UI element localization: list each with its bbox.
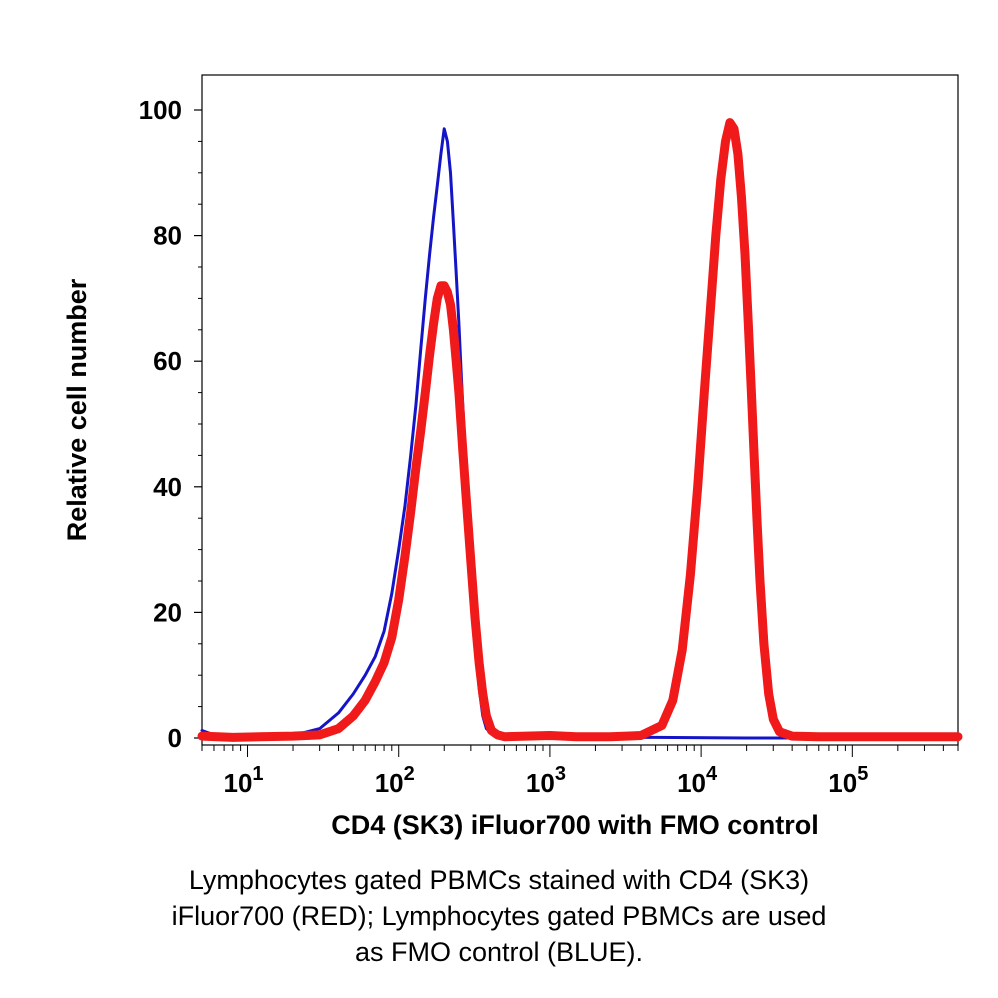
y-tick-label: 60: [153, 346, 182, 376]
x-tick-exponent: 4: [706, 763, 718, 785]
x-tick-exponent: 1: [252, 763, 263, 785]
x-tick-label: 105: [828, 763, 868, 798]
caption-line: Lymphocytes gated PBMCs stained with CD4…: [188, 865, 810, 895]
x-tick-base: 10: [223, 768, 252, 798]
y-tick-label: 0: [168, 723, 182, 753]
x-tick-label: 102: [375, 763, 415, 798]
x-tick-base: 10: [677, 768, 706, 798]
y-axis-label: Relative cell number: [62, 278, 92, 541]
caption-line: as FMO control (BLUE).: [354, 937, 644, 967]
x-axis-label: CD4 (SK3) iFluor700 with FMO control: [331, 810, 819, 840]
x-tick-exponent: 2: [404, 763, 415, 785]
figure-caption: Lymphocytes gated PBMCs stained with CD4…: [0, 862, 998, 970]
x-tick-exponent: 5: [857, 763, 868, 785]
x-tick-label: 101: [223, 763, 263, 798]
cd4-stained-series-line: [197, 118, 963, 742]
x-tick-base: 10: [375, 768, 404, 798]
x-axis: 101 102 103 104 105: [201, 745, 959, 798]
x-tick-exponent: 3: [555, 763, 566, 785]
y-tick-label: 100: [139, 95, 182, 125]
series-layer: [197, 118, 963, 742]
y-tick-label: 20: [153, 597, 182, 627]
caption-line: iFluor700 (RED); Lymphocytes gated PBMCs…: [171, 901, 827, 931]
fmo-control-series-line: [200, 127, 960, 740]
x-tick-base: 10: [828, 768, 857, 798]
y-tick-label: 40: [153, 472, 182, 502]
y-axis: 0 20 40 60 80 100: [139, 95, 202, 753]
x-tick-label: 103: [526, 763, 566, 798]
plot-frame: [201, 74, 959, 746]
x-tick-base: 10: [526, 768, 555, 798]
x-tick-label: 104: [677, 763, 718, 798]
y-tick-label: 80: [153, 221, 182, 251]
